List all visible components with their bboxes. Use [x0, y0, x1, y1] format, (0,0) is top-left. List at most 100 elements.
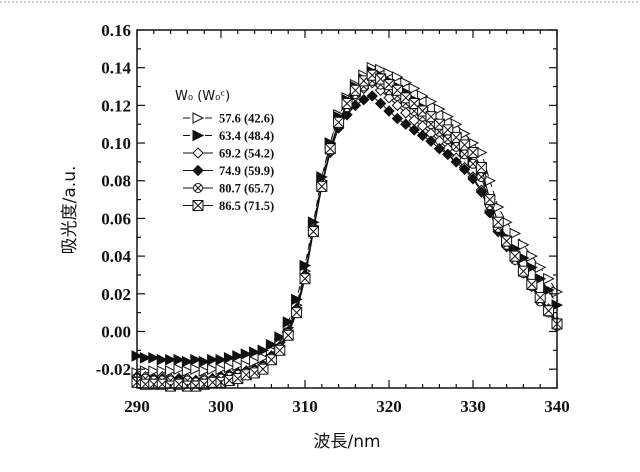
y-tick-label: 0.00	[101, 322, 131, 341]
data-point	[192, 147, 204, 159]
data-point	[207, 363, 219, 375]
data-point	[442, 148, 454, 161]
data-point	[274, 344, 286, 356]
data-point	[383, 92, 395, 104]
series-layer	[131, 61, 564, 392]
y-tick-label: 0.02	[101, 285, 131, 304]
data-point	[442, 124, 454, 136]
y-tick-label: -0.02	[96, 360, 131, 379]
legend-item: 74.9 (59.9)	[183, 164, 274, 178]
x-tick-label: 310	[292, 397, 318, 416]
data-point	[408, 82, 421, 95]
series-line	[136, 95, 558, 382]
y-axis-label: 吸光度/a.u.	[60, 166, 80, 255]
data-point	[534, 292, 546, 304]
data-point	[173, 363, 186, 375]
y-tick-label: 0.16	[101, 21, 131, 40]
data-point	[341, 97, 353, 109]
data-point	[442, 110, 454, 123]
data-point	[207, 353, 219, 366]
data-point	[257, 344, 270, 357]
data-point	[139, 352, 152, 364]
y-tick-label: 0.06	[101, 209, 131, 228]
data-point	[291, 293, 303, 306]
y-tick-label: 0.12	[101, 96, 131, 115]
x-axis: 290 300 310 320 330 340	[124, 30, 570, 416]
legend-item: 63.4 (48.4)	[183, 129, 274, 143]
data-point	[192, 200, 204, 211]
legend-item: 86.5 (71.5)	[183, 199, 274, 213]
data-point	[433, 103, 446, 115]
data-point	[192, 129, 205, 142]
data-point	[425, 95, 438, 108]
x-axis-label: 波長/nm	[313, 432, 380, 452]
x-tick-label: 290	[124, 397, 150, 416]
data-point	[391, 71, 404, 83]
plot-frame	[136, 29, 558, 389]
data-point	[417, 90, 429, 102]
data-point	[526, 250, 538, 262]
y-tick-label: 0.14	[101, 59, 131, 78]
data-point	[282, 316, 295, 328]
legend-label: 69.2 (54.2)	[219, 147, 274, 161]
data-point	[467, 173, 479, 185]
x-tick-label: 300	[208, 397, 234, 416]
x-tick-label: 320	[376, 397, 402, 416]
data-point	[391, 112, 404, 125]
data-point	[307, 226, 319, 238]
data-point	[400, 76, 412, 89]
data-point	[333, 116, 345, 128]
data-point	[192, 164, 204, 177]
data-point	[391, 99, 404, 112]
x-tick-label: 330	[460, 397, 486, 416]
data-point	[190, 363, 202, 375]
data-point	[324, 143, 336, 155]
data-point	[492, 216, 504, 228]
data-point	[193, 183, 203, 193]
data-point	[198, 355, 211, 368]
data-point	[501, 235, 513, 247]
legend-title: W₀ (W₀ᶜ)	[175, 89, 230, 104]
data-point	[366, 90, 378, 102]
data-point	[349, 84, 361, 96]
data-point	[383, 105, 395, 117]
data-point	[173, 353, 186, 366]
legend-label: 86.5 (71.5)	[219, 199, 274, 213]
data-point	[408, 97, 420, 109]
data-point	[459, 149, 470, 160]
data-point	[223, 352, 236, 364]
data-point	[534, 272, 547, 285]
data-point	[148, 352, 160, 364]
data-point	[232, 350, 244, 362]
data-point	[400, 107, 412, 119]
data-point	[517, 265, 529, 277]
legend-label: 74.9 (59.9)	[219, 164, 274, 178]
data-point	[249, 346, 261, 359]
data-point	[416, 129, 429, 142]
data-point	[181, 355, 194, 368]
data-point	[484, 194, 496, 206]
data-point	[257, 363, 269, 375]
data-point	[192, 112, 205, 124]
data-point	[543, 284, 555, 296]
data-point	[383, 67, 396, 80]
data-point	[433, 142, 446, 155]
data-point	[291, 307, 303, 319]
data-point	[316, 180, 328, 192]
data-point	[400, 118, 412, 130]
data-point	[526, 278, 538, 290]
data-point	[425, 135, 437, 147]
y-axis: -0.02 0.00 0.02 0.04 0.06 0.08 0.10 0.12 0.14 0.1…	[96, 21, 557, 389]
data-point	[215, 353, 228, 366]
data-point	[467, 146, 479, 158]
y-tick-label: 0.04	[101, 247, 131, 266]
legend-label: 80.7 (65.7)	[219, 182, 274, 196]
data-point	[165, 353, 177, 366]
data-point	[156, 353, 169, 366]
data-point	[274, 331, 286, 343]
data-point	[484, 207, 496, 219]
y-tick-label: 0.08	[101, 172, 131, 191]
series-5	[132, 75, 562, 388]
data-point	[240, 348, 253, 360]
